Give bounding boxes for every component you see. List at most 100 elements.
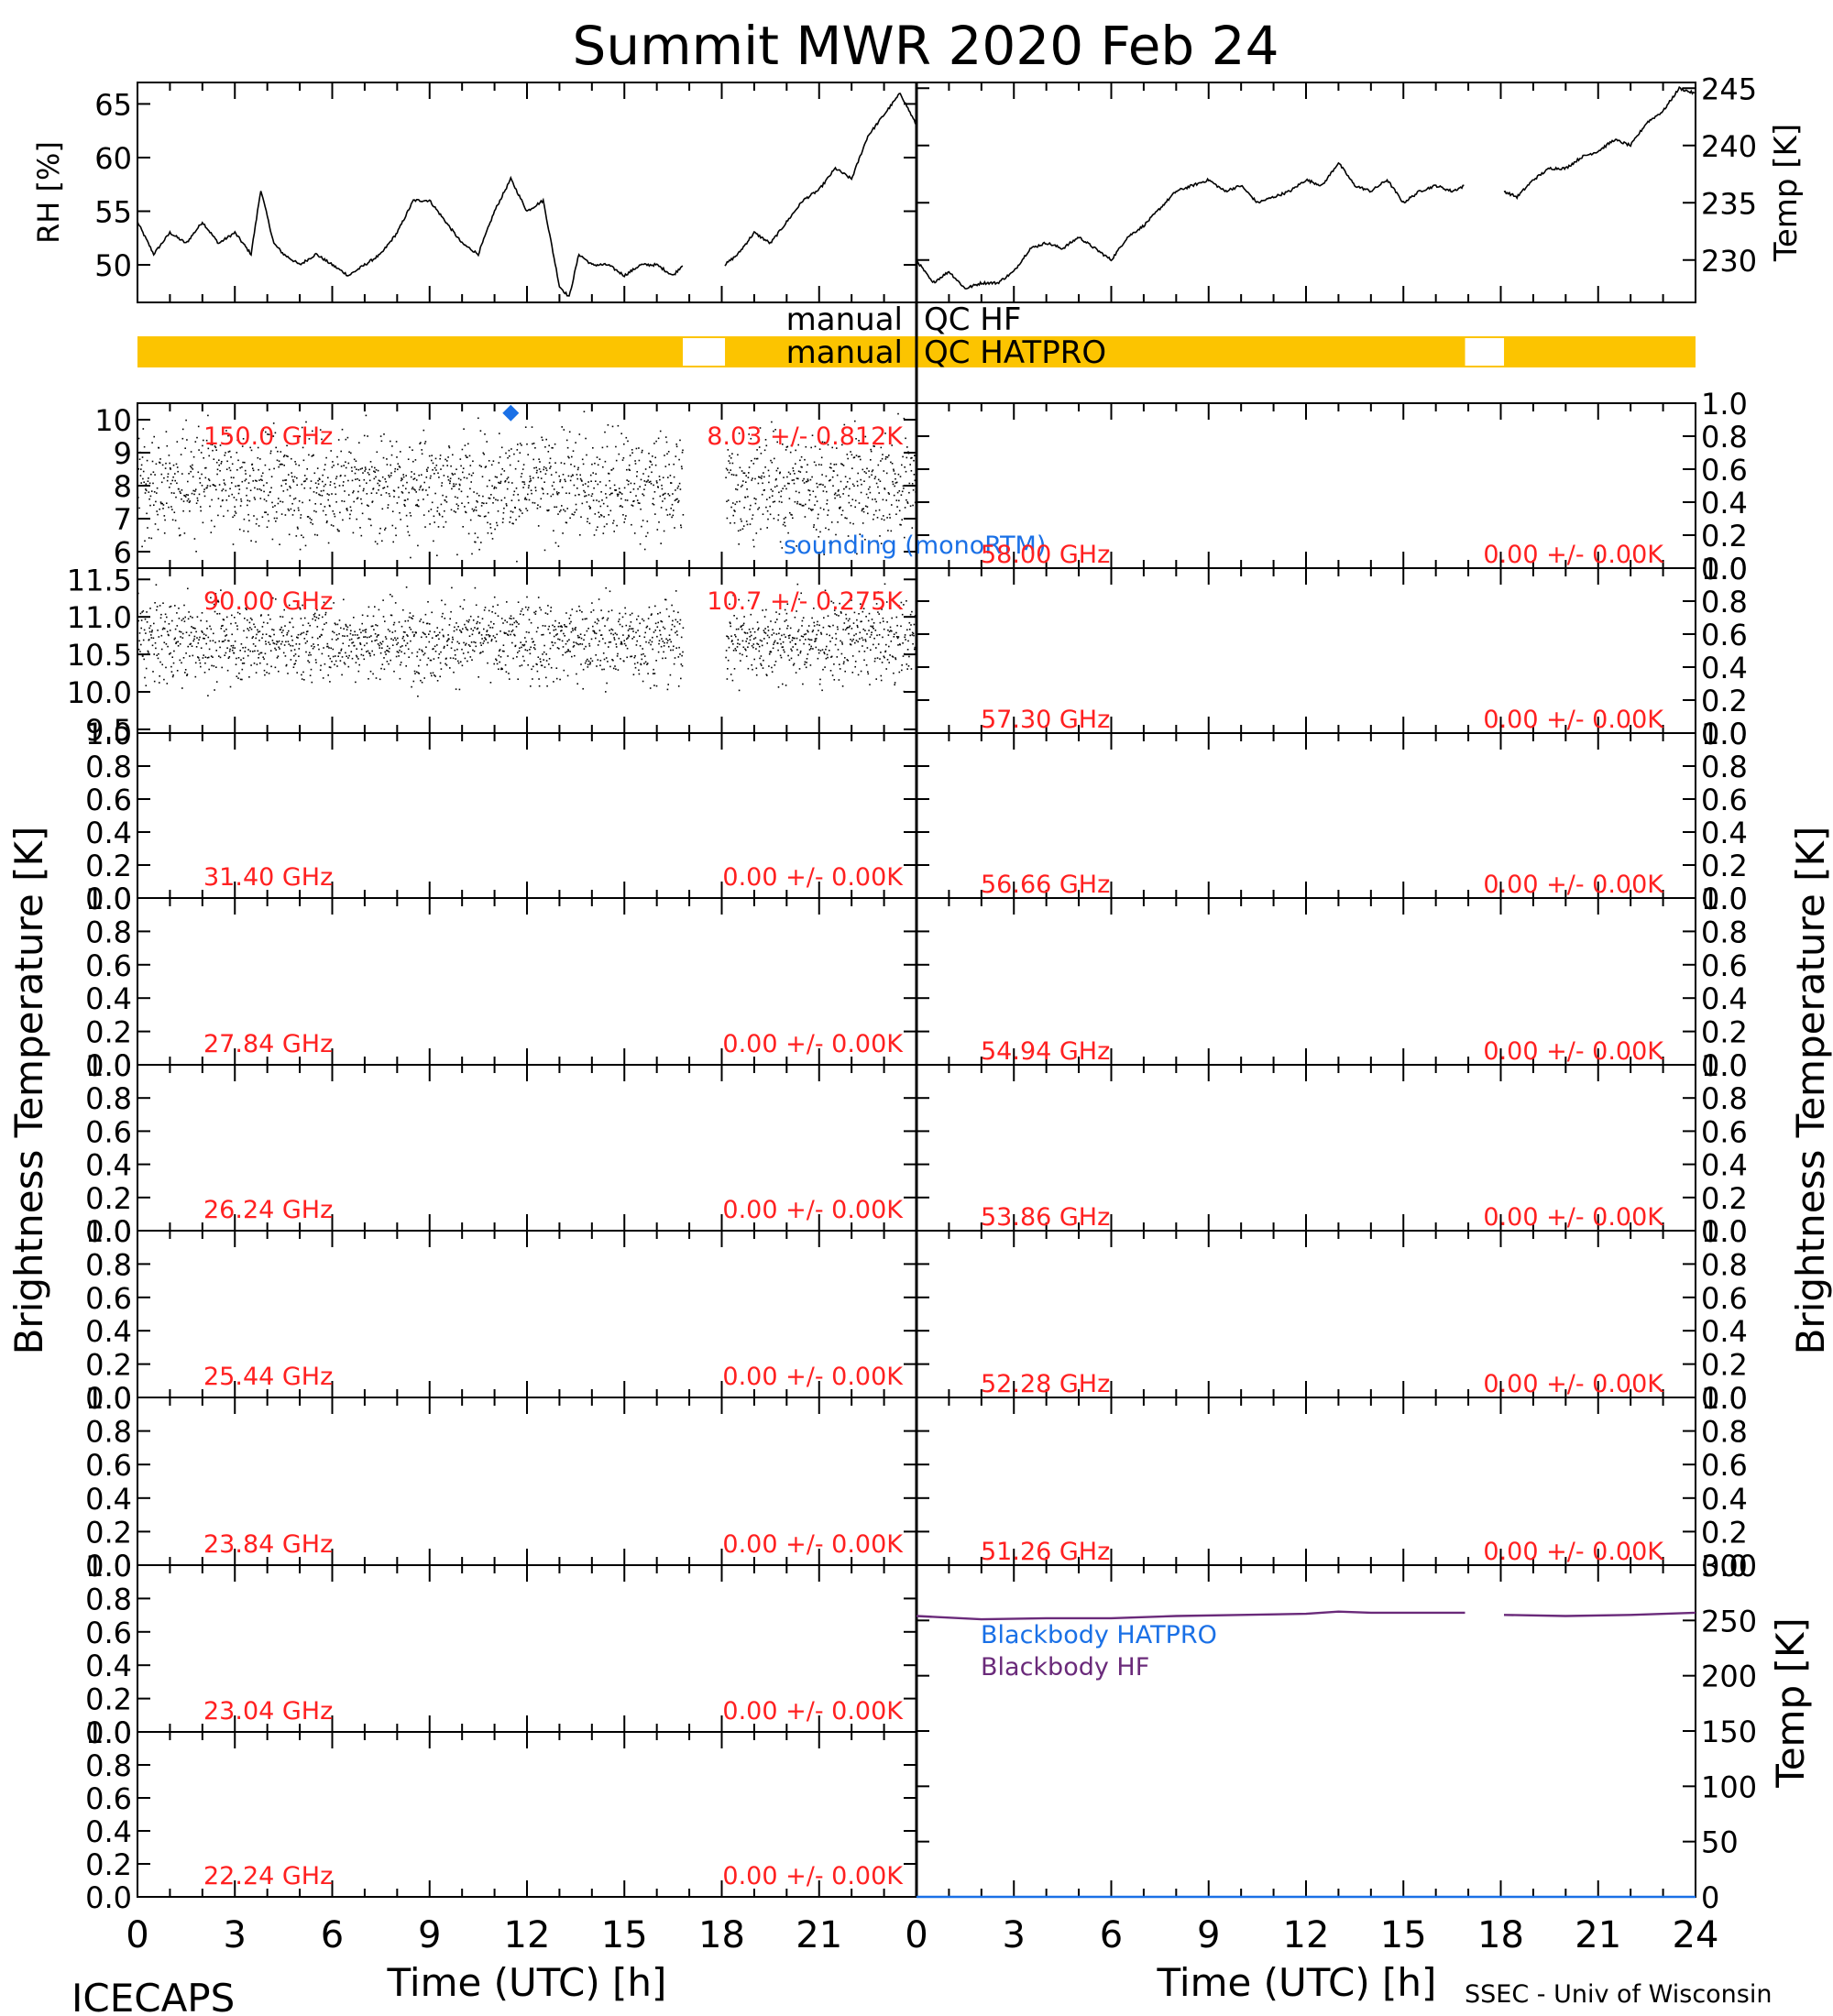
data-point	[872, 469, 874, 471]
data-point	[274, 647, 276, 650]
data-point	[433, 658, 435, 660]
data-point	[268, 494, 269, 497]
data-point	[652, 636, 653, 639]
data-point	[375, 624, 377, 626]
data-point	[602, 617, 605, 619]
data-point	[291, 472, 292, 474]
data-point	[330, 647, 332, 650]
data-point	[491, 627, 494, 629]
data-point	[493, 488, 495, 489]
data-point	[247, 531, 249, 532]
data-point	[471, 659, 473, 661]
data-point	[428, 623, 431, 625]
data-point	[887, 530, 889, 531]
data-point	[741, 625, 742, 627]
data-point	[274, 432, 277, 434]
data-point	[490, 494, 492, 496]
data-point	[737, 530, 740, 532]
data-point	[873, 628, 874, 630]
data-point	[656, 482, 658, 484]
data-point	[460, 631, 463, 633]
data-point	[523, 483, 526, 486]
data-point	[829, 542, 830, 544]
data-point	[236, 625, 238, 627]
data-point	[376, 451, 379, 454]
data-point	[763, 616, 766, 618]
data-point	[407, 635, 409, 637]
data-point	[303, 480, 305, 483]
data-point	[511, 482, 513, 484]
data-point	[544, 625, 546, 627]
data-point	[571, 455, 573, 458]
data-point	[336, 528, 339, 531]
data-point	[832, 485, 834, 487]
data-point	[435, 635, 438, 637]
data-point	[745, 655, 748, 657]
data-point	[874, 657, 876, 660]
data-point	[632, 488, 635, 490]
data-point	[478, 548, 480, 551]
data-point	[197, 425, 200, 428]
data-point	[354, 630, 356, 633]
data-point	[466, 660, 468, 663]
y-tick-label: 0.4	[85, 981, 132, 1016]
data-point	[573, 641, 575, 643]
data-point	[322, 480, 324, 483]
data-point	[836, 474, 839, 477]
data-point	[180, 454, 182, 455]
data-point	[146, 512, 148, 515]
data-point	[301, 483, 303, 486]
y-tick-label: 0.8	[85, 1081, 132, 1116]
data-point	[613, 637, 615, 639]
data-point	[323, 489, 324, 492]
data-point	[348, 451, 350, 454]
data-point	[280, 643, 282, 645]
data-point	[765, 506, 767, 509]
data-point	[288, 630, 290, 632]
data-point	[303, 475, 306, 477]
data-point	[478, 465, 481, 466]
data-point	[298, 500, 301, 502]
data-point	[810, 645, 812, 648]
data-point	[137, 468, 139, 470]
data-point	[548, 625, 550, 628]
data-point	[543, 466, 545, 468]
data-point	[457, 662, 460, 664]
data-point	[296, 636, 298, 639]
y-tick-label: 0.0	[85, 1214, 132, 1249]
data-point	[225, 652, 227, 654]
data-point	[222, 488, 225, 490]
data-point	[882, 499, 884, 501]
data-point	[472, 649, 474, 652]
data-point	[381, 641, 384, 642]
data-point	[279, 464, 281, 466]
y-tick-label: 0.2	[1701, 1181, 1748, 1216]
data-point	[295, 643, 298, 645]
data-point	[578, 636, 581, 639]
data-point	[737, 628, 740, 630]
data-point	[762, 482, 763, 485]
data-point	[564, 625, 566, 628]
data-point	[175, 641, 178, 643]
data-point	[616, 524, 618, 527]
data-point	[620, 493, 623, 495]
data-point	[442, 465, 445, 466]
data-point	[764, 466, 766, 468]
data-point	[653, 484, 654, 487]
data-point	[555, 506, 558, 509]
data-point	[837, 628, 839, 630]
data-point	[231, 633, 233, 636]
data-point	[826, 645, 828, 648]
data-point	[589, 508, 591, 509]
data-point	[682, 651, 684, 653]
data-point	[420, 679, 422, 682]
data-point	[557, 625, 560, 628]
data-point	[459, 484, 461, 487]
data-point	[401, 478, 403, 480]
data-point	[248, 676, 250, 678]
data-point	[408, 491, 410, 494]
data-point	[870, 649, 872, 652]
data-point	[909, 505, 912, 507]
data-point	[333, 631, 335, 634]
data-point	[142, 639, 145, 641]
